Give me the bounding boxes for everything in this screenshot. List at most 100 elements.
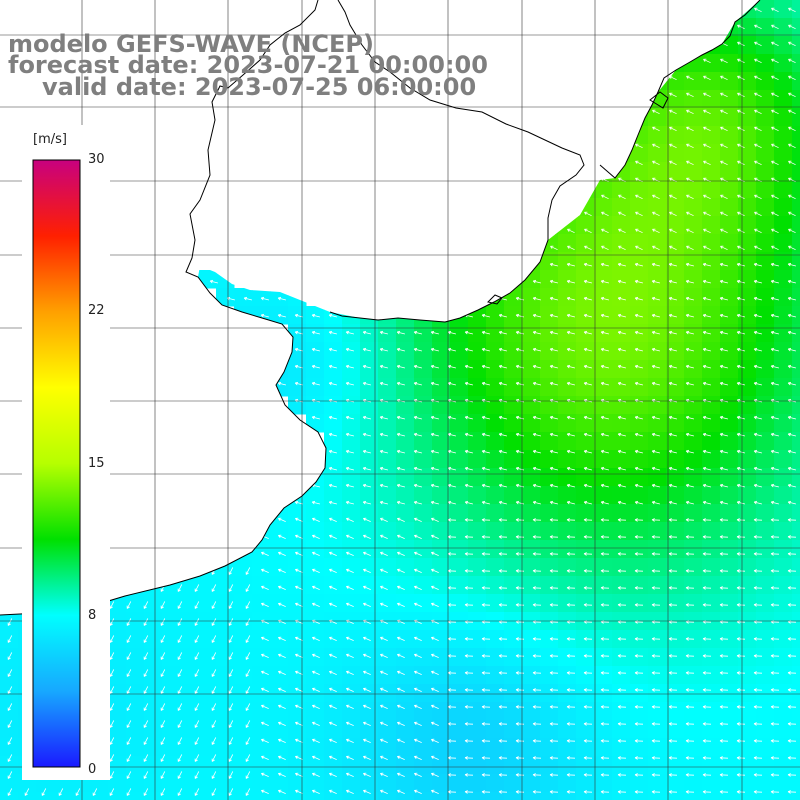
- speed-cell: [198, 774, 217, 793]
- wind-arrow: [736, 637, 746, 641]
- wind-arrow: [686, 126, 694, 132]
- wind-arrow: [379, 755, 388, 760]
- speed-cell: [432, 630, 451, 649]
- speed-cell: [756, 522, 775, 541]
- wind-arrow: [447, 500, 456, 505]
- wind-arrow: [532, 586, 542, 590]
- wind-arrow: [566, 279, 575, 284]
- wind-arrow: [788, 194, 796, 200]
- speed-cell: [774, 396, 793, 415]
- speed-cell: [558, 756, 577, 775]
- wind-arrow: [617, 654, 627, 658]
- wind-arrow: [294, 636, 303, 641]
- wind-arrow: [770, 705, 780, 709]
- wind-arrow: [245, 686, 251, 694]
- speed-cell: [144, 630, 163, 649]
- speed-cell: [252, 792, 271, 800]
- wind-arrow: [177, 788, 183, 796]
- speed-cell: [324, 450, 343, 469]
- speed-cell: [234, 630, 253, 649]
- speed-cell: [738, 342, 757, 361]
- speed-cell: [252, 594, 271, 613]
- wind-arrow: [771, 92, 779, 98]
- speed-cell: [630, 198, 649, 217]
- wind-arrow: [771, 109, 779, 115]
- wind-arrow: [228, 618, 234, 626]
- speed-cell: [126, 702, 145, 721]
- wind-arrow: [413, 381, 422, 386]
- speed-cell: [378, 576, 397, 595]
- wind-arrow: [600, 296, 609, 301]
- speed-cell: [684, 720, 703, 739]
- speed-cell: [756, 126, 775, 145]
- wind-arrow: [294, 534, 303, 539]
- wind-arrow: [651, 279, 660, 284]
- wind-arrow: [753, 296, 762, 301]
- speed-cell: [648, 252, 667, 271]
- speed-cell: [576, 648, 595, 667]
- wind-arrow: [464, 364, 473, 369]
- wind-arrow: [277, 738, 286, 743]
- speed-cell: [720, 288, 739, 307]
- wind-arrow: [345, 772, 354, 777]
- wind-arrow: [498, 637, 508, 641]
- wind-arrow: [651, 466, 660, 471]
- speed-cell: [738, 234, 757, 253]
- speed-cell: [558, 684, 577, 703]
- wind-arrow: [498, 722, 508, 726]
- wind-arrow: [311, 755, 320, 760]
- wind-arrow: [126, 669, 132, 677]
- wind-arrow: [430, 330, 439, 335]
- speed-cell: [702, 198, 721, 217]
- wind-arrow: [583, 705, 593, 709]
- speed-cell: [198, 702, 217, 721]
- wind-arrow: [447, 654, 457, 658]
- speed-cell: [270, 666, 289, 685]
- wind-arrow: [753, 654, 763, 658]
- wind-arrow: [160, 788, 166, 796]
- wind-arrow: [396, 636, 405, 641]
- wind-arrow: [754, 194, 762, 200]
- wind-arrow: [413, 330, 422, 335]
- wind-arrow: [753, 773, 763, 777]
- speed-cell: [720, 270, 739, 289]
- wind-arrow: [787, 586, 797, 590]
- speed-cell: [468, 540, 487, 559]
- wind-arrow: [532, 432, 541, 437]
- speed-cell: [360, 720, 379, 739]
- speed-cell: [432, 450, 451, 469]
- wind-arrow: [379, 551, 388, 556]
- wind-arrow: [177, 669, 183, 677]
- wind-arrow: [770, 347, 779, 352]
- wind-arrow: [753, 347, 762, 352]
- wind-arrow: [771, 160, 779, 166]
- speed-cell: [288, 378, 307, 397]
- speed-cell: [252, 576, 271, 595]
- speed-cell: [522, 684, 541, 703]
- wind-arrow: [567, 245, 575, 251]
- wind-arrow: [685, 552, 695, 556]
- wind-arrow: [702, 773, 712, 777]
- wind-arrow: [498, 688, 508, 692]
- wind-arrow: [160, 771, 166, 779]
- colorbar-tick-15: 15: [88, 456, 105, 471]
- speed-cell: [540, 468, 559, 487]
- wind-arrow: [652, 228, 660, 234]
- speed-cell: [324, 486, 343, 505]
- speed-cell: [396, 576, 415, 595]
- speed-cell: [108, 702, 127, 721]
- speed-cell: [684, 738, 703, 757]
- speed-cell: [540, 648, 559, 667]
- wind-arrow: [228, 669, 234, 677]
- speed-cell: [216, 630, 235, 649]
- speed-cell: [522, 540, 541, 559]
- speed-cell: [756, 486, 775, 505]
- speed-cell: [702, 360, 721, 379]
- wind-arrow: [413, 670, 422, 675]
- speed-cell: [720, 252, 739, 271]
- wind-arrow: [464, 603, 474, 607]
- speed-cell: [108, 756, 127, 775]
- speed-cell: [504, 468, 523, 487]
- speed-cell: [360, 666, 379, 685]
- wind-arrow: [719, 739, 729, 743]
